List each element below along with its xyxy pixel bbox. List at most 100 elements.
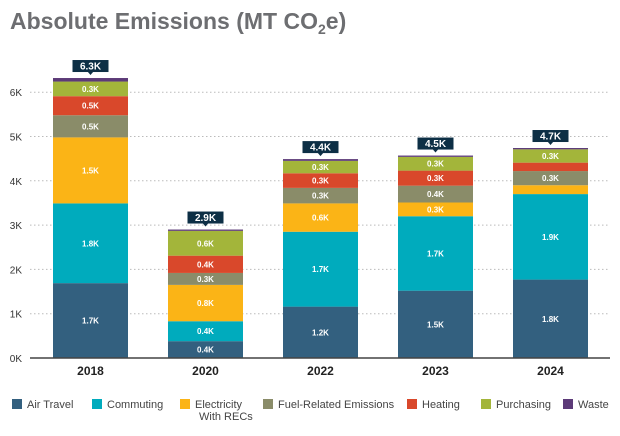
segment-label: 0.8K [197, 299, 214, 308]
y-tick-label: 0K [10, 354, 23, 365]
segment-label: 1.5K [82, 166, 99, 175]
total-badge-pointer [317, 152, 324, 157]
bar-segment [283, 203, 358, 232]
legend-label: Fuel-Related Emissions [278, 399, 395, 411]
x-tick-label: 2022 [307, 364, 334, 378]
y-tick-label: 3K [10, 221, 23, 232]
segment-label: 1.8K [542, 315, 559, 324]
segment-label: 0.6K [312, 214, 329, 223]
bar-segment [283, 159, 358, 161]
segment-label: 0.4K [197, 327, 214, 336]
segment-label: 0.3K [197, 275, 214, 284]
total-badge-pointer [432, 149, 439, 153]
bar-segment [398, 155, 473, 157]
segment-label: 1.5K [427, 320, 444, 329]
bar-segment [168, 341, 243, 358]
bar-segment [398, 185, 473, 203]
segment-label: 1.8K [82, 239, 99, 248]
segment-label: 1.2K [312, 328, 329, 337]
segment-label: 0.3K [427, 160, 444, 169]
x-tick-label: 2023 [422, 364, 449, 378]
bar-segment [283, 187, 358, 204]
bar-segment [53, 283, 128, 358]
x-tick-label: 2024 [537, 364, 564, 378]
segment-label: 0.3K [82, 85, 99, 94]
segment-label: 1.7K [312, 265, 329, 274]
x-tick-label: 2018 [77, 364, 104, 378]
total-badge-pointer [547, 141, 554, 146]
total-badge [302, 141, 339, 154]
segment-label: 1.7K [427, 249, 444, 258]
bar-segment [513, 149, 588, 163]
bar-segment [283, 306, 358, 358]
legend-swatch [12, 399, 22, 409]
bar-segment [168, 255, 243, 273]
bar-segment [168, 230, 243, 256]
legend-label: Commuting [107, 399, 163, 411]
legend-swatch [563, 399, 573, 409]
total-badge-pointer [87, 71, 94, 76]
segment-label: 0.3K [542, 174, 559, 183]
total-label: 4.5K [425, 139, 447, 150]
legend-swatch [92, 399, 102, 409]
bar-segment [53, 137, 128, 204]
total-label: 2.9K [195, 213, 217, 224]
total-label: 6.3K [80, 62, 102, 73]
chart-title: Absolute Emissions (MT CO2e) [10, 8, 346, 37]
y-tick-label: 4K [10, 177, 23, 188]
bar-segment [513, 279, 588, 358]
y-tick-label: 1K [10, 310, 23, 321]
y-tick-label: 5K [10, 133, 23, 144]
segment-label: 0.3K [427, 174, 444, 183]
segment-label: 1.7K [82, 317, 99, 326]
x-tick-label: 2020 [192, 364, 219, 378]
legend-swatch [407, 399, 417, 409]
legend-swatch [180, 399, 190, 409]
bar-segment [53, 115, 128, 138]
total-badge [532, 130, 569, 143]
total-badge [72, 60, 109, 73]
bar-segment [398, 290, 473, 358]
bar-segment [168, 321, 243, 342]
segment-label: 0.5K [82, 102, 99, 111]
segment-label: 0.3K [312, 177, 329, 186]
bar-segment [168, 284, 243, 322]
legend-label-line2: With RECs [199, 411, 253, 423]
bar-segment [513, 162, 588, 172]
segment-label: 0.3K [312, 163, 329, 172]
segment-label: 0.4K [197, 260, 214, 269]
bar-segment [283, 231, 358, 307]
segment-label: 0.3K [542, 152, 559, 161]
bar-segment [168, 272, 243, 285]
legend-label: Purchasing [496, 399, 551, 411]
bar-segment [398, 216, 473, 291]
y-tick-label: 2K [10, 265, 23, 276]
bar-segment [283, 173, 358, 188]
bar-segment [53, 78, 128, 82]
segment-label: 1.9K [542, 233, 559, 242]
legend-label: Electricity [195, 399, 243, 411]
bar-segment [168, 229, 243, 231]
bar-segment [398, 202, 473, 217]
legend-label: Air Travel [27, 399, 73, 411]
segment-label: 0.3K [427, 205, 444, 214]
legend-label: Waste [578, 399, 609, 411]
segment-label: 0.5K [82, 122, 99, 131]
bar-segment [53, 81, 128, 97]
total-badge [417, 137, 454, 150]
total-badge-pointer [202, 223, 209, 227]
segment-label: 0.6K [197, 239, 214, 248]
bar-segment [398, 170, 473, 186]
bar-segment [513, 185, 588, 195]
total-label: 4.4K [310, 143, 332, 154]
segment-label: 0.4K [197, 346, 214, 355]
bar-segment [513, 148, 588, 150]
legend-swatch [481, 399, 491, 409]
bar-segment [53, 96, 128, 116]
y-tick-label: 6K [10, 88, 23, 99]
total-badge [187, 211, 224, 224]
bar-segment [398, 156, 473, 171]
bar-segment [513, 194, 588, 280]
bar-segment [53, 203, 128, 284]
